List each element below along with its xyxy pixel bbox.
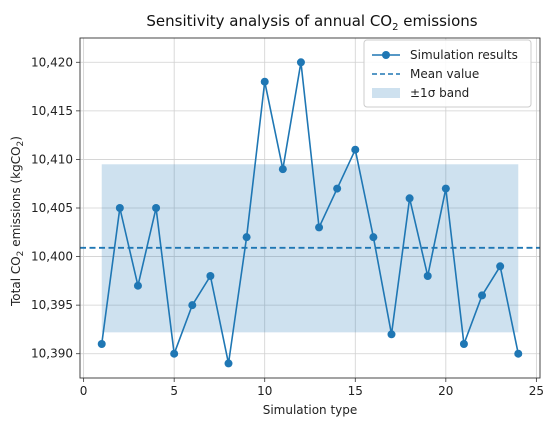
data-point (405, 194, 414, 203)
legend-mean-label: Mean value (410, 67, 479, 81)
chart-title: Sensitivity analysis of annual CO2 emiss… (146, 12, 477, 33)
legend-box (363, 39, 532, 108)
x-tick-label: 25 (529, 384, 544, 398)
y-tick-label: 10,410 (31, 152, 73, 166)
data-point (152, 204, 161, 212)
data-point (423, 272, 432, 280)
data-point (478, 291, 487, 300)
data-point (224, 359, 233, 368)
data-point (459, 340, 468, 348)
x-tick-label: 20 (438, 384, 453, 398)
data-point (296, 58, 305, 67)
data-point (206, 272, 215, 280)
data-point (496, 262, 505, 271)
data-point (514, 349, 523, 358)
data-point (441, 184, 450, 193)
data-point (387, 330, 396, 339)
legend-series-label: Simulation results (410, 48, 518, 62)
legend-band-label: ±1σ band (410, 86, 469, 100)
y-tick-label: 10,405 (31, 201, 73, 215)
data-point (333, 184, 342, 193)
y-tick-label: 10,395 (31, 298, 73, 312)
data-point (133, 281, 142, 290)
legend: Simulation results Mean value ±1σ band (363, 39, 532, 108)
data-point (315, 223, 324, 232)
series-layer (97, 58, 523, 368)
data-point (260, 77, 269, 86)
y-tick-label: 10,390 (31, 347, 73, 361)
x-axis-label: Simulation type (263, 403, 358, 417)
x-tick-label: 10 (257, 384, 272, 398)
data-point (278, 165, 287, 174)
data-point (369, 233, 378, 242)
legend-series-marker (382, 51, 390, 59)
tick-layer: 0 5 10 15 20 25 10,390 10,395 10,400 10,405 10,410… (31, 55, 544, 398)
data-point (351, 145, 360, 154)
data-point (170, 349, 179, 358)
series-line (100, 61, 520, 365)
data-point (115, 204, 124, 212)
data-point (97, 340, 106, 348)
y-tick-label: 10,420 (31, 55, 73, 69)
y-axis-label: Total CO2 emissions (kgCO2) (9, 136, 26, 307)
data-point (188, 301, 197, 310)
legend-band-swatch (372, 88, 400, 98)
y-tick-label: 10,415 (31, 104, 73, 118)
x-tick-label: 15 (348, 384, 363, 398)
data-point (242, 233, 251, 242)
x-tick-label: 0 (80, 384, 88, 398)
y-tick-label: 10,400 (31, 250, 73, 264)
x-tick-label: 5 (170, 384, 178, 398)
